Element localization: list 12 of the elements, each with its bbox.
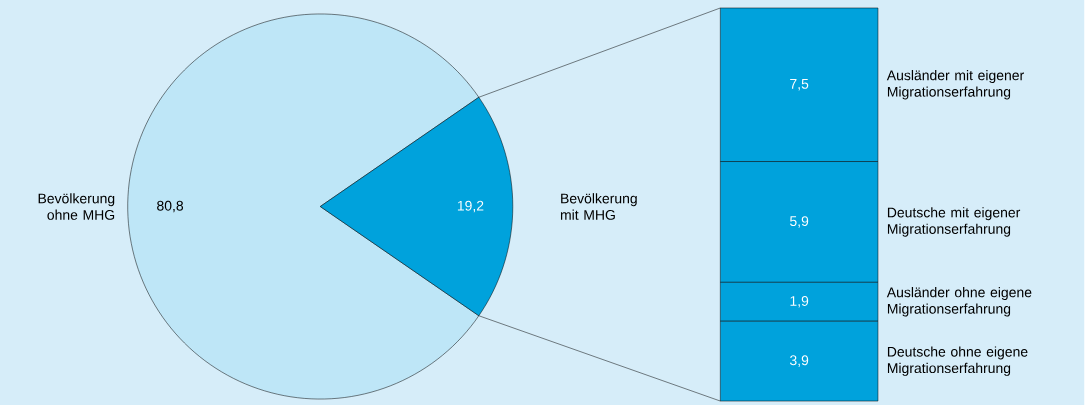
data-label: 80,8 bbox=[157, 200, 184, 213]
slice-label: Bevölkerung ohne MHG bbox=[38, 193, 115, 220]
series-label: Deutsche mit eigener Migrationserfahrung bbox=[887, 207, 1021, 237]
series-label: Deutsche ohne eigene Migrationserfahrung bbox=[887, 346, 1028, 376]
data-label: 5,9 bbox=[790, 216, 809, 228]
data-label: 7,5 bbox=[790, 79, 809, 91]
data-label: 3,9 bbox=[789, 355, 809, 367]
data-label: 1,9 bbox=[790, 295, 809, 308]
series-label: Ausländer ohne eigene Migrationserfahrung bbox=[886, 287, 1032, 317]
slice-label: Bevölkerung mit MHG bbox=[560, 193, 637, 220]
series-label: Ausländer mit eigener Migrationserfahrung bbox=[886, 69, 1024, 100]
data-label: 19,2 bbox=[457, 200, 484, 213]
